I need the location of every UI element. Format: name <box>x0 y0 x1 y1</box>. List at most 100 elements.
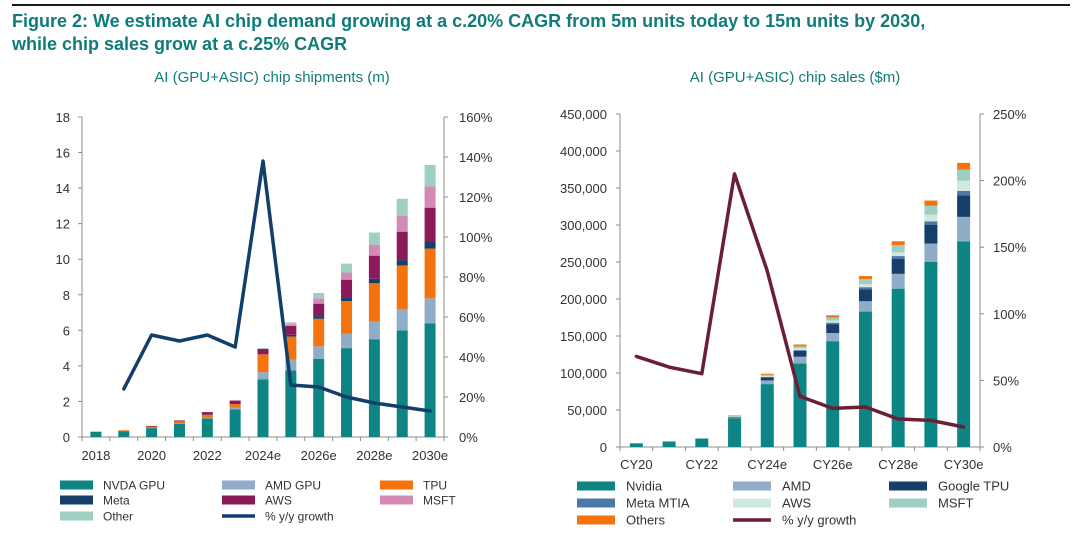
sales-bar-amd-cy23 <box>728 417 742 419</box>
sales-bar-nvidia-cy23 <box>728 418 742 447</box>
ship-bar-msft-2029e <box>396 215 408 232</box>
sales-y2tick-label: 200% <box>993 174 1027 189</box>
ship-ytick-label: 14 <box>56 181 70 196</box>
ship-legend-swatch-tpu <box>380 480 413 490</box>
ship-bar-tpu-2026e <box>313 318 325 347</box>
sales-ytick-label: 100,000 <box>560 366 607 381</box>
sales-bar-others-cy26e <box>826 315 840 318</box>
sales-bar-others-cy28e <box>891 241 905 245</box>
sales-bar-others-cy25e <box>793 344 807 347</box>
ship-bar-nvda-gpu-2022 <box>201 418 213 437</box>
sales-y2tick-label: 250% <box>993 107 1027 122</box>
sales-xtick-label: CY20 <box>620 457 653 472</box>
ship-bar-msft-2027e <box>341 272 353 280</box>
ship-chart-title: AI (GPU+ASIC) chip shipments (m) <box>154 69 389 86</box>
ship-ytick-label: 4 <box>63 359 70 374</box>
ship-bar-tpu-2029e <box>396 265 408 309</box>
ship-growth-line <box>122 159 432 413</box>
sales-bar-google-tpu-cy30e <box>957 195 971 217</box>
sales-bar-amd-cy25e <box>793 356 807 364</box>
sales-ytick-label: 400,000 <box>560 144 607 159</box>
ship-bar-nvda-gpu-2018 <box>90 431 102 437</box>
ship-y2tick-label: 40% <box>459 350 485 365</box>
ship-legend-swatch-aws <box>222 495 255 505</box>
ship-xtick-label: 2020 <box>137 448 166 463</box>
ship-bar-other-2026e <box>313 293 325 299</box>
sales-legend-swatch-aws <box>733 498 771 508</box>
sales-bar-google-tpu-cy23 <box>728 416 742 418</box>
sales-bar-others-cy30e <box>957 162 971 170</box>
ship-legend-swatch-meta <box>60 495 93 505</box>
sales-ytick-label: 150,000 <box>560 329 607 344</box>
ship-legend-label-aws: AWS <box>265 494 292 508</box>
ship-ytick-label: 10 <box>56 252 70 267</box>
sales-bar-google-tpu-cy24e <box>760 377 774 381</box>
ship-bar-nvda-gpu-2021 <box>173 423 185 437</box>
sales-bar-nvidia-cy26e <box>826 341 840 447</box>
ship-bar-tpu-2027e <box>341 301 353 334</box>
sales-bar-nvidia-cy21 <box>662 441 676 447</box>
ship-bar-tpu-2022 <box>201 414 213 418</box>
sales-bar-amd-cy29e <box>924 243 938 262</box>
ship-bar-nvda-gpu-2026e <box>313 358 325 437</box>
ship-xtick-label: 2028e <box>356 448 392 463</box>
ship-bar-meta-2025e <box>285 334 297 337</box>
sales-y2tick-label: 50% <box>993 373 1019 388</box>
ship-bar-other-2029e <box>396 198 408 216</box>
sales-ytick-label: 50,000 <box>567 403 607 418</box>
sales-ytick-label: 450,000 <box>560 107 607 122</box>
sales-bar-amd-cy26e <box>826 333 840 342</box>
ship-bar-tpu-2030e <box>424 248 436 299</box>
sales-bar-msft-cy30e <box>957 169 971 181</box>
sales-bar-nvidia-cy28e <box>891 288 905 447</box>
ship-bar-aws-2022 <box>201 412 213 415</box>
sales-bar-aws-cy30e <box>957 180 971 191</box>
sales-legend-swatch-amd <box>733 481 771 491</box>
sales-bar-others-cy24e <box>760 373 774 375</box>
ship-bar-tpu-2019 <box>118 430 130 432</box>
ship-bar-nvda-gpu-2020 <box>146 428 158 437</box>
sales-xtick-label: CY30e <box>944 457 984 472</box>
sales-legend-label-nvidia: Nvidia <box>626 479 663 494</box>
ship-bar-msft-2025e <box>285 324 297 326</box>
ship-bar-tpu-2021 <box>173 421 185 424</box>
ship-legend-label-amd-gpu: AMD GPU <box>265 479 321 493</box>
sales-legend-label-meta-mtia: Meta MTIA <box>626 496 690 511</box>
ship-bar-tpu-2028e <box>368 283 380 322</box>
figure-title: Figure 2: We estimate AI chip demand gro… <box>12 10 1070 56</box>
sales-xtick-label: CY26e <box>813 457 853 472</box>
ship-ytick-label: 6 <box>63 323 70 338</box>
ship-ytick-label: 0 <box>63 430 70 445</box>
ship-legend-swatch-nvda-gpu <box>60 480 93 490</box>
ship-bar-amd-gpu-2030e <box>424 298 436 324</box>
sales-bar-aws-cy26e <box>826 320 840 323</box>
ship-legend-label-other: Other <box>103 510 133 524</box>
ship-bar-msft-2030e <box>424 186 436 208</box>
ship-y2tick-label: 160% <box>459 110 493 125</box>
ship-bar-msft-2028e <box>368 245 380 256</box>
sales-bar-meta-mtia-cy28e <box>891 256 905 260</box>
ship-y2tick-label: 20% <box>459 390 485 405</box>
ship-bar-aws-2025e <box>285 325 297 335</box>
sales-chart-title: AI (GPU+ASIC) chip sales ($m) <box>690 69 900 86</box>
ship-y2tick-label: 120% <box>459 190 493 205</box>
ship-bar-aws-2029e <box>396 231 408 261</box>
sales-legend-swatch-msft <box>889 498 927 508</box>
ship-bar-other-2024e <box>257 348 269 349</box>
sales-legend-label-amd: AMD <box>782 479 811 494</box>
ship-bar-amd-gpu-2027e <box>341 333 353 349</box>
ship-xtick-label: 2024e <box>245 448 281 463</box>
ship-bar-amd-gpu-2022 <box>201 417 213 419</box>
ship-xtick-label: 2022 <box>193 448 222 463</box>
sales-chart: AI (GPU+ASIC) chip sales ($m) 0 50,000 100,… <box>560 69 1027 528</box>
ship-bar-amd-gpu-2029e <box>396 309 408 331</box>
sales-bar-msft-cy27e <box>858 279 872 285</box>
sales-bar-meta-mtia-cy27e <box>858 287 872 290</box>
ship-y2tick-label: 0% <box>459 430 478 445</box>
ship-bar-tpu-2024e <box>257 354 269 373</box>
sales-bar-meta-mtia-cy26e <box>826 322 840 325</box>
ship-bar-msft-2026e <box>313 298 325 304</box>
sales-bar-meta-mtia-cy25e <box>793 350 807 351</box>
sales-legend-label-google-tpu: Google TPU <box>938 479 1009 494</box>
sales-bar-google-tpu-cy29e <box>924 225 938 244</box>
